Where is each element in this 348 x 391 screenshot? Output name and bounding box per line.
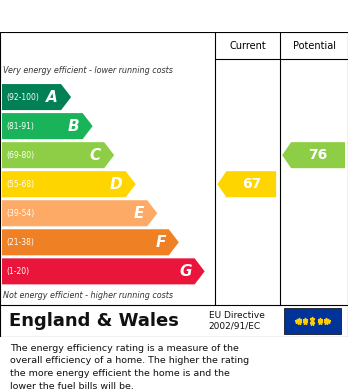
Text: (69-80): (69-80)	[6, 151, 34, 160]
Polygon shape	[2, 171, 136, 197]
Text: D: D	[110, 177, 123, 192]
Text: (92-100): (92-100)	[6, 93, 39, 102]
Text: 67: 67	[242, 177, 261, 191]
Text: E: E	[134, 206, 144, 221]
Text: Not energy efficient - higher running costs: Not energy efficient - higher running co…	[3, 291, 173, 300]
Polygon shape	[2, 258, 205, 284]
Text: G: G	[179, 264, 192, 279]
Text: C: C	[90, 148, 101, 163]
Polygon shape	[282, 142, 345, 168]
Text: Current: Current	[229, 41, 266, 51]
Text: (39-54): (39-54)	[6, 209, 34, 218]
Text: (55-68): (55-68)	[6, 180, 34, 189]
Text: Potential: Potential	[293, 41, 335, 51]
Bar	[284, 308, 341, 334]
Polygon shape	[2, 84, 71, 110]
Polygon shape	[218, 171, 276, 197]
Text: A: A	[46, 90, 58, 104]
Text: (81-91): (81-91)	[6, 122, 34, 131]
Polygon shape	[2, 142, 114, 168]
Polygon shape	[2, 200, 157, 226]
Text: (1-20): (1-20)	[6, 267, 29, 276]
Text: The energy efficiency rating is a measure of the
overall efficiency of a home. T: The energy efficiency rating is a measur…	[10, 344, 250, 391]
Text: (21-38): (21-38)	[6, 238, 34, 247]
Text: England & Wales: England & Wales	[9, 312, 179, 330]
Polygon shape	[2, 113, 93, 139]
Text: Very energy efficient - lower running costs: Very energy efficient - lower running co…	[3, 66, 173, 75]
Text: 76: 76	[308, 148, 328, 162]
Text: F: F	[156, 235, 166, 250]
Text: B: B	[68, 118, 80, 134]
Polygon shape	[2, 229, 179, 255]
Text: EU Directive
2002/91/EC: EU Directive 2002/91/EC	[209, 311, 265, 330]
Text: Energy Efficiency Rating: Energy Efficiency Rating	[7, 7, 237, 25]
